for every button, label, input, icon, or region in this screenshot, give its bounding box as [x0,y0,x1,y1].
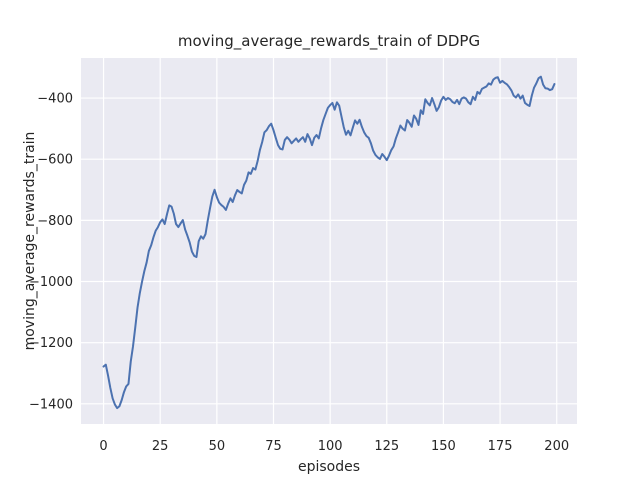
x-tick-label: 50 [209,439,226,454]
plot-area [81,58,577,424]
x-tick-label: 0 [99,439,107,454]
x-tick-label: 25 [152,439,169,454]
y-tick-label: −800 [37,214,73,229]
y-tick-label: −1400 [29,397,73,412]
x-tick-label: 175 [488,439,513,454]
x-tick-label: 125 [374,439,399,454]
chart-title: moving_average_rewards_train of DDPG [178,32,480,51]
y-axis-label: moving_average_rewards_train [22,132,38,351]
x-tick-label: 75 [265,439,282,454]
series-layer [102,75,556,410]
series-line-moving_average_rewards_train [102,75,556,410]
y-tick-label: −600 [37,153,73,168]
y-tick-label: −400 [37,92,73,107]
y-tick-label: −1200 [29,336,73,351]
x-axis-label: episodes [298,459,360,475]
y-tick-label: −1000 [29,275,73,290]
tick-labels: 0 25 50 75 100 125 150 175 200 −400 −600 −800 −1000 −… [29,92,569,454]
x-tick-label: 150 [431,439,456,454]
x-tick-label: 100 [318,439,343,454]
x-tick-label: 200 [544,439,569,454]
